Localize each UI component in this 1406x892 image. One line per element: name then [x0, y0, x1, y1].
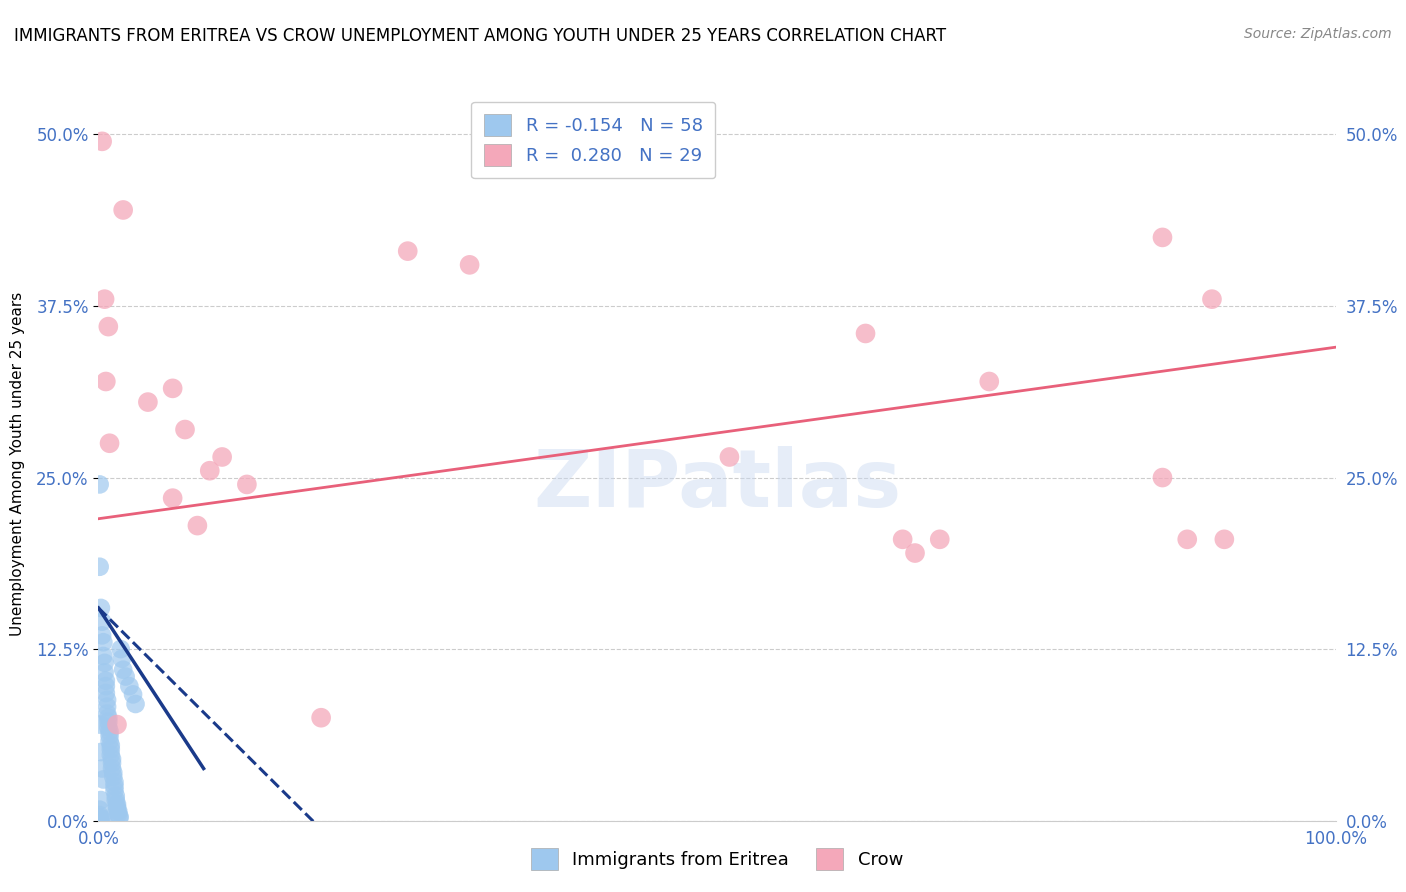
Point — [91, 812, 114, 826]
Point — [396, 244, 419, 259]
Point — [89, 803, 111, 817]
Point — [90, 814, 112, 828]
Point — [1152, 470, 1174, 484]
Point — [162, 491, 184, 505]
Point — [112, 663, 135, 677]
Point — [94, 686, 117, 700]
Point — [97, 720, 120, 734]
Point — [89, 717, 111, 731]
Point — [89, 559, 111, 574]
Point — [100, 747, 122, 762]
Point — [162, 381, 184, 395]
Point — [105, 797, 128, 812]
Point — [236, 477, 259, 491]
Point — [103, 770, 125, 784]
Point — [124, 697, 146, 711]
Text: ZIPatlas: ZIPatlas — [533, 446, 901, 524]
Point — [98, 436, 121, 450]
Point — [98, 729, 121, 743]
Point — [174, 423, 197, 437]
Point — [91, 628, 114, 642]
Point — [93, 772, 115, 787]
Point — [309, 711, 332, 725]
Point — [93, 292, 115, 306]
Point — [93, 635, 115, 649]
Point — [103, 780, 125, 794]
Point — [101, 756, 124, 770]
Point — [93, 648, 115, 663]
Point — [855, 326, 877, 341]
Point — [105, 717, 128, 731]
Point — [136, 395, 159, 409]
Point — [89, 477, 111, 491]
Point — [97, 711, 120, 725]
Point — [979, 375, 1001, 389]
Point — [96, 693, 118, 707]
Point — [97, 714, 120, 729]
Point — [107, 806, 129, 821]
Point — [89, 808, 111, 822]
Point — [91, 615, 114, 629]
Point — [186, 518, 208, 533]
Point — [103, 783, 125, 797]
Point — [91, 762, 114, 776]
Point — [94, 679, 117, 693]
Point — [891, 533, 914, 547]
Point — [114, 669, 136, 683]
Point — [98, 734, 121, 748]
Point — [90, 745, 112, 759]
Point — [97, 319, 120, 334]
Point — [118, 679, 141, 693]
Point — [122, 687, 145, 701]
Point — [103, 765, 125, 780]
Point — [105, 803, 128, 817]
Point — [211, 450, 233, 464]
Point — [101, 752, 124, 766]
Point — [94, 673, 117, 688]
Point — [718, 450, 741, 464]
Point — [91, 134, 114, 148]
Point — [90, 793, 112, 807]
Point — [928, 533, 950, 547]
Point — [90, 601, 112, 615]
Y-axis label: Unemployment Among Youth under 25 years: Unemployment Among Youth under 25 years — [10, 292, 25, 636]
Point — [98, 724, 121, 739]
Text: Source: ZipAtlas.com: Source: ZipAtlas.com — [1244, 27, 1392, 41]
Point — [1213, 533, 1236, 547]
Point — [1152, 230, 1174, 244]
Point — [198, 464, 221, 478]
Point — [104, 793, 127, 807]
Point — [103, 775, 125, 789]
Point — [107, 804, 129, 818]
Point — [105, 800, 128, 814]
Point — [100, 738, 122, 752]
Point — [93, 665, 115, 680]
Point — [110, 642, 132, 657]
Point — [1201, 292, 1223, 306]
Text: IMMIGRANTS FROM ERITREA VS CROW UNEMPLOYMENT AMONG YOUTH UNDER 25 YEARS CORRELAT: IMMIGRANTS FROM ERITREA VS CROW UNEMPLOY… — [14, 27, 946, 45]
Point — [96, 706, 118, 721]
Point — [108, 811, 131, 825]
Point — [89, 814, 111, 828]
Point — [1175, 533, 1198, 547]
Point — [104, 789, 127, 803]
Point — [94, 375, 117, 389]
Point — [93, 656, 115, 670]
Point — [111, 651, 134, 665]
Point — [108, 809, 131, 823]
Point — [90, 811, 112, 825]
Point — [904, 546, 927, 560]
Point — [101, 762, 124, 776]
Point — [458, 258, 481, 272]
Point — [112, 202, 135, 217]
Point — [96, 699, 118, 714]
Legend: Immigrants from Eritrea, Crow: Immigrants from Eritrea, Crow — [519, 836, 915, 883]
Point — [100, 742, 122, 756]
